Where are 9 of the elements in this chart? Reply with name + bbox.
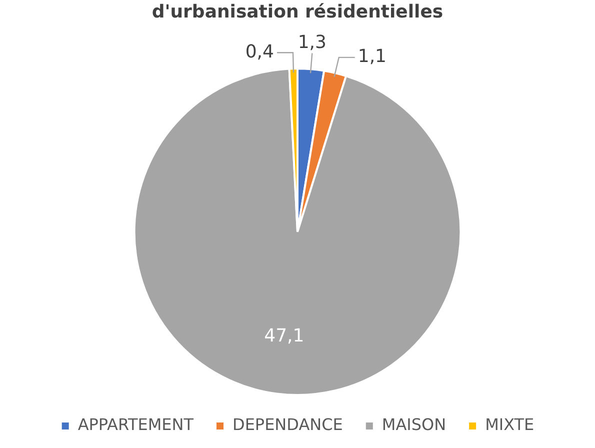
data-label: 47,1 xyxy=(264,326,304,347)
legend-label: MAISON xyxy=(382,415,446,434)
chart-title: d'urbanisation résidentielles xyxy=(152,1,444,22)
data-label: 1,3 xyxy=(298,32,326,53)
legend-label: MIXTE xyxy=(485,415,534,434)
data-label: 1,1 xyxy=(358,46,387,68)
legend-label: DEPENDANCE xyxy=(232,415,343,434)
legend-label: APPARTEMENT xyxy=(78,415,194,434)
data-label: 0,4 xyxy=(245,41,274,62)
